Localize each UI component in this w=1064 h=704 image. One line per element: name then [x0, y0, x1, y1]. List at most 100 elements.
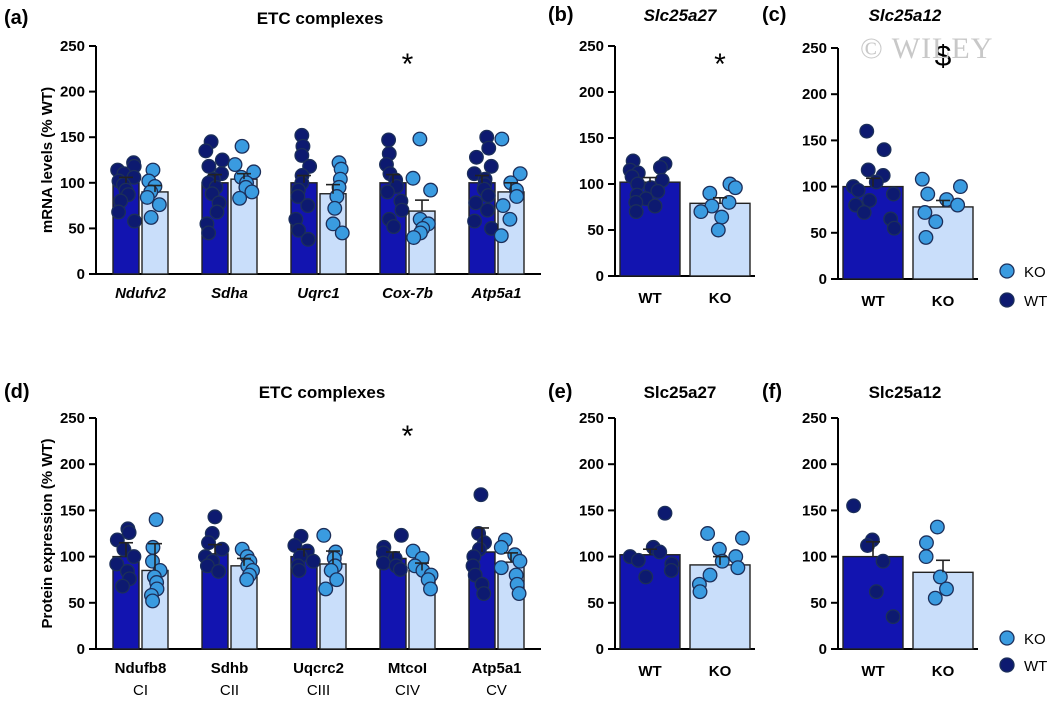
x-tick-label: WT	[638, 290, 661, 307]
y-tick-label: 50	[587, 595, 604, 612]
ko-sdha-point	[234, 138, 250, 154]
wt-atp5a1-point	[467, 213, 483, 229]
panel-label: (e)	[548, 381, 572, 403]
y-tick-label: 200	[802, 86, 827, 103]
wt-sdha-point	[214, 152, 230, 168]
wt-point	[860, 162, 876, 178]
ko-point	[721, 194, 737, 210]
legend-label-ko: KO	[1024, 264, 1046, 281]
y-tick-label: 0	[77, 641, 85, 658]
y-tick-label: 0	[77, 266, 85, 283]
y-tick-label: 0	[819, 641, 827, 658]
ko-point	[919, 535, 934, 551]
x-tick-label: KO	[932, 663, 955, 680]
ko-sdhb-point	[239, 572, 255, 588]
y-tick-label: 100	[579, 176, 604, 193]
wt-uqrc1-point	[300, 231, 316, 247]
wt-cox-7b-point	[380, 184, 395, 200]
y-tick-label: 50	[68, 220, 85, 237]
y-tick-label: 100	[802, 549, 827, 566]
ko-ndufv2-point	[139, 189, 155, 205]
wt-sdhb-point	[207, 509, 223, 525]
ko-uqcrc2-point	[329, 572, 345, 588]
legend: KO WT	[999, 263, 1047, 310]
y-tick-label: 150	[60, 129, 85, 146]
ko-point	[710, 222, 726, 238]
ko-point	[714, 209, 730, 225]
x-tick-label: Uqcrc2	[293, 660, 344, 677]
wt-point	[657, 505, 673, 521]
wt-cox-7b-point	[394, 202, 410, 218]
y-tick-label: 150	[579, 502, 604, 519]
wt-uqcrc2-point	[291, 563, 307, 578]
y-tick-label: 250	[802, 40, 827, 57]
panel-c: (c) Slc25a12 0 50 100 150 200 250 WT KO $	[762, 4, 978, 310]
wt-uqrc1-point	[294, 147, 310, 163]
x-tick-label: Cox-7b	[382, 285, 433, 302]
ko-cox-7b-point	[406, 230, 422, 245]
wt-atp5a1-point	[468, 195, 484, 211]
ko-ndufv2-point	[151, 197, 167, 213]
wt-cox-7b-point	[386, 219, 402, 235]
wt-ndufb8-point	[115, 578, 131, 594]
x-tick-sublabel: CV	[486, 682, 507, 699]
wt-sdha-point	[198, 143, 214, 159]
x-tick-label: KO	[932, 293, 955, 310]
x-tick-label: MtcoI	[388, 660, 427, 677]
legend-marker-ko	[999, 630, 1015, 646]
significance-marker: *	[402, 48, 414, 81]
wt-atp5a1-point	[468, 149, 484, 165]
y-tick-label: 250	[60, 410, 85, 427]
wt-uqcrc2-point	[305, 553, 321, 569]
ko-point	[714, 553, 730, 569]
y-tick-label: 100	[60, 549, 85, 566]
wt-point	[650, 183, 666, 199]
x-tick-sublabel: CII	[220, 682, 239, 699]
wt-point	[856, 205, 872, 220]
wt-atp5a1-point	[473, 487, 489, 503]
ko-atp5a1-point	[493, 539, 509, 555]
wt-ndufb8-point	[121, 525, 137, 541]
ko-point	[702, 567, 718, 583]
y-tick-label: 150	[579, 130, 604, 147]
ko-ndufb8-point	[145, 593, 161, 609]
wt-sdhb-point	[211, 563, 227, 579]
ko-point	[918, 549, 934, 565]
panel-a: (a) ETC complexes 0 50 100 150 200 250 mRNA leve…	[4, 7, 541, 302]
ko-point	[734, 530, 750, 546]
y-tick-label: 200	[60, 84, 85, 101]
ko-atp5a1-point	[511, 586, 527, 602]
wt-point	[876, 142, 892, 158]
y-tick-label: 0	[596, 641, 604, 658]
wt-uqrc1-point	[300, 198, 316, 214]
ko-point	[920, 186, 936, 202]
y-tick-label: 200	[579, 84, 604, 101]
y-tick-label: 150	[60, 502, 85, 519]
wt-uqrc1-point	[290, 189, 306, 204]
y-tick-label: 250	[579, 410, 604, 427]
ko-cox-7b-point	[423, 182, 439, 198]
x-tick-label: WT	[638, 663, 661, 680]
ko-point	[918, 229, 934, 245]
ko-ndufb8-point	[145, 539, 161, 555]
ko-sdha-point	[232, 190, 248, 206]
wt-ndufb8-point	[109, 556, 125, 572]
wt-point	[868, 584, 884, 600]
wt-mtcoi-point	[376, 555, 391, 571]
ko-point	[693, 204, 709, 220]
wt-point	[652, 544, 668, 560]
wt-sdhb-point	[201, 535, 216, 551]
wt-point	[868, 174, 884, 190]
wt-point	[875, 553, 891, 569]
wt-point	[859, 123, 875, 139]
ko-uqcrc2-point	[316, 527, 332, 543]
wt-sdha-point	[201, 158, 217, 174]
y-tick-label: 0	[819, 271, 827, 288]
y-tick-label: 100	[579, 549, 604, 566]
ko-atp5a1-point	[493, 228, 509, 244]
x-tick-label: Ndufv2	[115, 285, 166, 302]
ko-point	[917, 205, 933, 220]
chart-title: Slc25a27	[644, 6, 718, 25]
y-tick-label: 150	[802, 502, 827, 519]
wt-ndufv2-point	[111, 204, 127, 220]
